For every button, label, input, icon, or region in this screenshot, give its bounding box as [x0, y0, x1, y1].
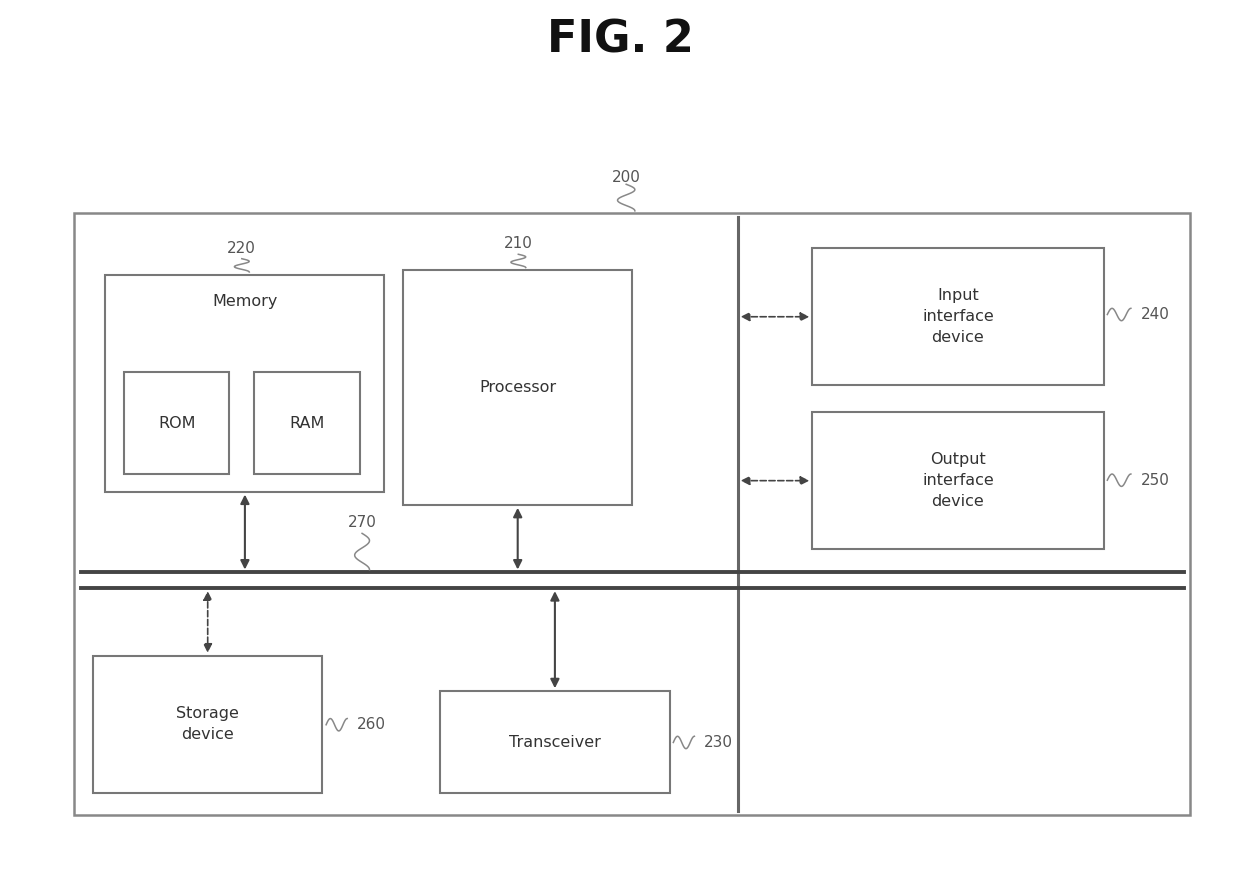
Text: 210: 210: [503, 237, 533, 251]
Bar: [74, 213, 1190, 815]
Text: RAM: RAM: [289, 416, 325, 431]
Text: Output
interface
device: Output interface device: [923, 452, 993, 509]
Text: FIG. 2: FIG. 2: [547, 19, 693, 61]
Text: 230: 230: [704, 735, 733, 750]
Text: Memory: Memory: [212, 294, 278, 309]
Text: 200: 200: [611, 170, 641, 184]
Text: 250: 250: [1141, 473, 1169, 487]
Text: Processor: Processor: [479, 380, 557, 395]
Bar: [105, 275, 384, 492]
Text: 220: 220: [227, 241, 257, 255]
Text: Transceiver: Transceiver: [508, 734, 601, 750]
Bar: [403, 270, 632, 505]
Text: ROM: ROM: [157, 416, 196, 431]
Bar: [440, 691, 670, 793]
Text: 270: 270: [347, 516, 377, 530]
Text: Storage
device: Storage device: [176, 706, 239, 742]
Bar: [124, 372, 229, 474]
Text: 260: 260: [357, 718, 386, 732]
Bar: [812, 412, 1104, 549]
Text: Input
interface
device: Input interface device: [923, 288, 993, 346]
Bar: [812, 248, 1104, 385]
Bar: [254, 372, 360, 474]
Bar: [93, 656, 322, 793]
Text: 240: 240: [1141, 307, 1169, 322]
